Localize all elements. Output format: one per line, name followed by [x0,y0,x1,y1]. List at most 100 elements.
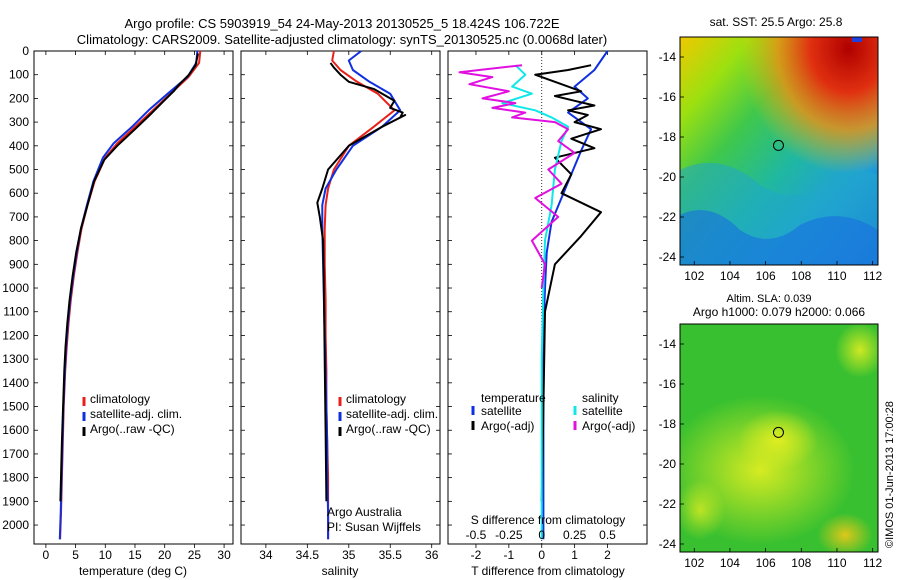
temperature-legend: climatology satellite-adj. clim. Argo(..… [82,392,182,436]
s-diff-tick-label: -0.25 [495,528,523,542]
lon-tick-label: 102 [684,556,704,570]
legend-header-salinity: salinity [582,391,619,405]
x-tick-label: 20 [158,548,172,562]
depth-tick-label: 1600 [2,423,29,437]
lat-tick-label: -22 [659,210,677,224]
sst-field [680,37,878,265]
lon-tick-label: 102 [684,269,704,283]
salinity-axes-frame [240,50,441,545]
salinity-y-ticks [241,50,440,526]
depth-tick-label: 600 [9,186,29,200]
lat-tick-label: -16 [659,377,677,391]
imos-timestamp: ©IMOS 01-Jun-2013 17:00:28 [884,401,896,548]
difference-legend: temperature satellite Argo(-adj) salinit… [471,391,635,433]
s-diff-tick-label: 0.5 [599,528,616,542]
sst-blue-patch [852,37,862,42]
sla-map-title-2: Argo h1000: 0.079 h2000: 0.066 [693,305,865,319]
series-line-argo-raw-qc [316,62,407,502]
legend-label: satellite-adj. clim. [346,407,438,421]
lat-tick-label: -20 [659,457,677,471]
x-tick-label: 0 [538,548,545,562]
sst-map-frame [679,36,879,266]
sla-profile-marker [772,426,784,438]
legend-label: Argo(-adj) [582,419,635,433]
sla-lon-axis: 102 104 106 108 110 112 [684,548,883,570]
sla-map: Altim. SLA: 0.039 Argo h1000: 0.079 h200… [659,293,883,570]
sst-cold-region [680,210,878,265]
x-tick-label: -2 [471,548,482,562]
figure-title-line2: Climatology: CARS2009. Satellite-adjuste… [77,32,607,47]
salinity-annotation-line2: PI: Susan Wijffels [327,520,421,534]
sst-map-title: sat. SST: 25.5 Argo: 25.8 [710,15,843,29]
lat-tick-label: -14 [659,337,677,351]
x-tick-label: 36 [425,548,439,562]
temperature-axes-frame [33,50,234,545]
x-tick-label: 34.5 [296,548,320,562]
lat-tick-label: -18 [659,130,677,144]
depth-tick-label: 1800 [2,471,29,485]
sla-map-title-1: Altim. SLA: 0.039 [727,293,812,305]
legend-label: climatology [346,392,406,406]
lon-tick-label: 108 [791,556,811,570]
series-line-argo-raw-qc [59,53,199,502]
lat-tick-label: -24 [659,250,677,264]
lat-tick-label: -14 [659,50,677,64]
sla-high-region [680,480,725,540]
series-line-s-argo-adj [458,64,576,289]
depth-tick-label: 300 [9,115,29,129]
legend-label: Argo(-adj) [481,419,534,433]
salinity-panel: 34 34.5 35 35.5 36 climatology satellite-adj… [240,50,441,578]
lon-tick-label: 104 [720,269,740,283]
x-tick-label: 35 [342,548,356,562]
sst-lat-axis: -14 -16 -18 -20 -22 -24 [659,50,684,264]
lat-tick-label: -24 [659,537,677,551]
temperature-lines [58,50,202,540]
lat-tick-label: -16 [659,90,677,104]
x-tick-label: 5 [72,548,79,562]
series-line-s-satellite [501,64,570,540]
lon-tick-label: 110 [827,269,846,283]
depth-tick-label: 800 [9,234,29,248]
sst-lon-axis: 102 104 106 108 110 112 [684,261,883,283]
legend-label: Argo(..raw -QC) [346,422,431,436]
x-tick-label: 15 [128,548,142,562]
depth-tick-label: 500 [9,163,29,177]
difference-y-ticks [448,50,647,526]
legend-label: Argo(..raw -QC) [90,422,175,436]
salinity-legend: climatology satellite-adj. clim. Argo(..… [338,392,438,436]
temperature-x-axis: 0 5 10 15 20 25 30 [43,51,231,562]
depth-tick-label: 1700 [2,447,29,461]
depth-tick-label: 1100 [3,305,29,319]
x-tick-label: 25 [188,548,202,562]
depth-tick-label: 2000 [2,518,29,532]
sst-map: sat. SST: 25.5 Argo: 25.8 102 104 106 108 11… [659,15,883,283]
sst-profile-marker [772,139,784,151]
lat-tick-label: -22 [659,497,677,511]
difference-xlabel-top: S difference from climatology [471,513,626,527]
sla-high-region [738,410,818,470]
depth-tick-label: 1200 [2,328,29,342]
depth-tick-label: 1500 [2,400,29,414]
series-line-satellite-adj-clim [321,50,402,540]
depth-tick-label: 200 [9,91,29,105]
series-line-t-argo-adj [534,64,602,502]
sla-map-frame [679,323,879,553]
lon-tick-label: 112 [863,556,882,570]
lon-tick-label: 110 [827,556,846,570]
x-tick-label: -1 [504,548,515,562]
difference-xlabel: T difference from climatology [471,564,625,578]
depth-tick-label: 1000 [2,281,29,295]
figure-title-line1: Argo profile: CS 5903919_54 24-May-2013 … [124,16,559,31]
s-diff-tick-label: 0 [538,528,545,542]
x-tick-label: 10 [99,548,113,562]
sla-high-region [835,324,878,378]
s-diff-tick-label: 0.25 [563,528,587,542]
sla-lat-axis: -14 -16 -18 -20 -22 -24 [659,337,684,551]
salinity-annotation-line1: Argo Australia [327,505,402,519]
lon-tick-label: 112 [863,269,882,283]
salinity-lines [316,50,407,540]
depth-axis: 0 100 200 300 400 500 600 700 800 900 1000 1100 1200… [2,44,233,532]
depth-tick-label: 1400 [2,376,29,390]
x-tick-label: 35.5 [379,548,403,562]
